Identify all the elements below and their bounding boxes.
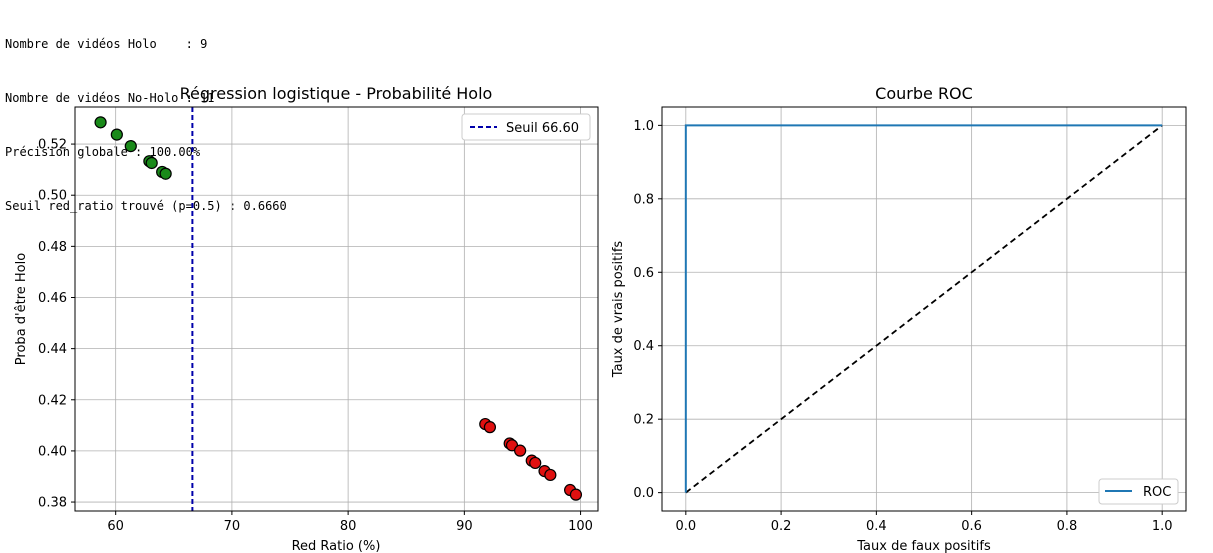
console-output: Nombre de vidéos Holo : 9 Nombre de vidé… xyxy=(5,0,287,233)
roc-chart-title: Courbe ROC xyxy=(875,84,973,103)
roc-xtick-label: 0.2 xyxy=(771,519,792,534)
scatter-point xyxy=(514,444,527,457)
scatter-point xyxy=(159,167,172,180)
console-line-accuracy: Précision globale : 100.00% xyxy=(5,145,201,159)
roc-legend: ROC xyxy=(1098,478,1179,505)
logistic-legend-box xyxy=(461,113,591,141)
roc-ylabel: Taux de vrais positifs xyxy=(611,241,626,379)
logistic-legend-label: Seuil 66.60 xyxy=(506,121,579,136)
console-line-noholo-count: Nombre de vidéos No-Holo : 11 xyxy=(5,91,215,105)
logistic-ytick-label: 0.52 xyxy=(38,138,67,153)
roc-xtick-label: 0.4 xyxy=(866,519,887,534)
roc-legend-box xyxy=(1098,478,1179,505)
logistic-chart: Régression logistique - Probabilité Holo… xyxy=(14,84,599,553)
logistic-xtick-label: 60 xyxy=(107,519,124,534)
scatter-point xyxy=(483,421,497,434)
roc-ytick-label: 0.0 xyxy=(633,486,654,501)
roc-xtick-label: 0.6 xyxy=(961,519,982,534)
logistic-xtick-label: 80 xyxy=(340,519,357,534)
roc-chart: Courbe ROC 0.0 0.2 0.4 0.6 0.8 1.00.00.20.40.… xyxy=(611,84,1187,553)
scatter-point xyxy=(145,156,158,170)
scatter-point xyxy=(94,116,107,129)
console-line-holo-count: Nombre de vidéos Holo : 9 xyxy=(5,37,208,51)
logistic-ylabel: Proba d'être Holo xyxy=(14,253,29,365)
logistic-ytick-label: 0.42 xyxy=(38,393,67,408)
roc-xlabel: Taux de faux positifs xyxy=(856,539,991,553)
logistic-points xyxy=(94,116,583,501)
roc-diagonal-line xyxy=(685,124,1163,494)
logistic-ticks: 60 70 80 90 100 0.38 0.40 0.42 0.44 0.46 0.48 0.50 0… xyxy=(38,138,593,534)
scatter-point xyxy=(529,456,542,470)
scatter-point xyxy=(544,468,557,482)
roc-ticks: 0.0 0.2 0.4 0.6 0.8 1.0 0.0 0.2 0.4 0.6 0.8 1.0 xyxy=(633,119,1172,534)
scatter-point xyxy=(569,488,583,501)
logistic-plot-frame xyxy=(74,106,599,512)
logistic-xtick-label: 100 xyxy=(568,519,593,534)
roc-ytick-label: 0.8 xyxy=(633,192,654,207)
logistic-xtick-label: 90 xyxy=(456,519,473,534)
roc-ytick-label: 0.2 xyxy=(633,413,654,428)
logistic-ytick-label: 0.44 xyxy=(38,342,67,357)
roc-xtick-label: 0.8 xyxy=(1057,519,1078,534)
roc-xtick-label: 0.0 xyxy=(675,519,696,534)
logistic-chart-title: Régression logistique - Probabilité Holo xyxy=(180,84,493,103)
logistic-ytick-label: 0.38 xyxy=(38,496,67,511)
logistic-ytick-label: 0.46 xyxy=(38,291,67,306)
roc-curve-line xyxy=(684,124,1163,493)
logistic-ytick-label: 0.50 xyxy=(38,189,67,204)
roc-ytick-label: 1.0 xyxy=(633,119,654,134)
logistic-xlabel: Red Ratio (%) xyxy=(292,539,381,553)
scatter-point xyxy=(110,128,123,141)
console-line-threshold: Seuil red_ratio trouvé (p=0.5) : 0.6660 xyxy=(5,199,287,213)
roc-lines xyxy=(684,124,1163,494)
scatter-point xyxy=(124,140,137,153)
roc-xtick-label: 1.0 xyxy=(1152,519,1173,534)
roc-ytick-label: 0.4 xyxy=(633,339,654,354)
logistic-ytick-label: 0.40 xyxy=(38,444,67,459)
logistic-ytick-label: 0.48 xyxy=(38,240,67,255)
roc-plot-frame xyxy=(661,106,1187,512)
logistic-grid xyxy=(75,107,598,511)
roc-legend-label: ROC xyxy=(1143,485,1171,500)
logistic-legend: Seuil 66.60 xyxy=(461,113,591,141)
roc-ytick-label: 0.6 xyxy=(633,266,654,281)
logistic-xtick-label: 70 xyxy=(224,519,241,534)
